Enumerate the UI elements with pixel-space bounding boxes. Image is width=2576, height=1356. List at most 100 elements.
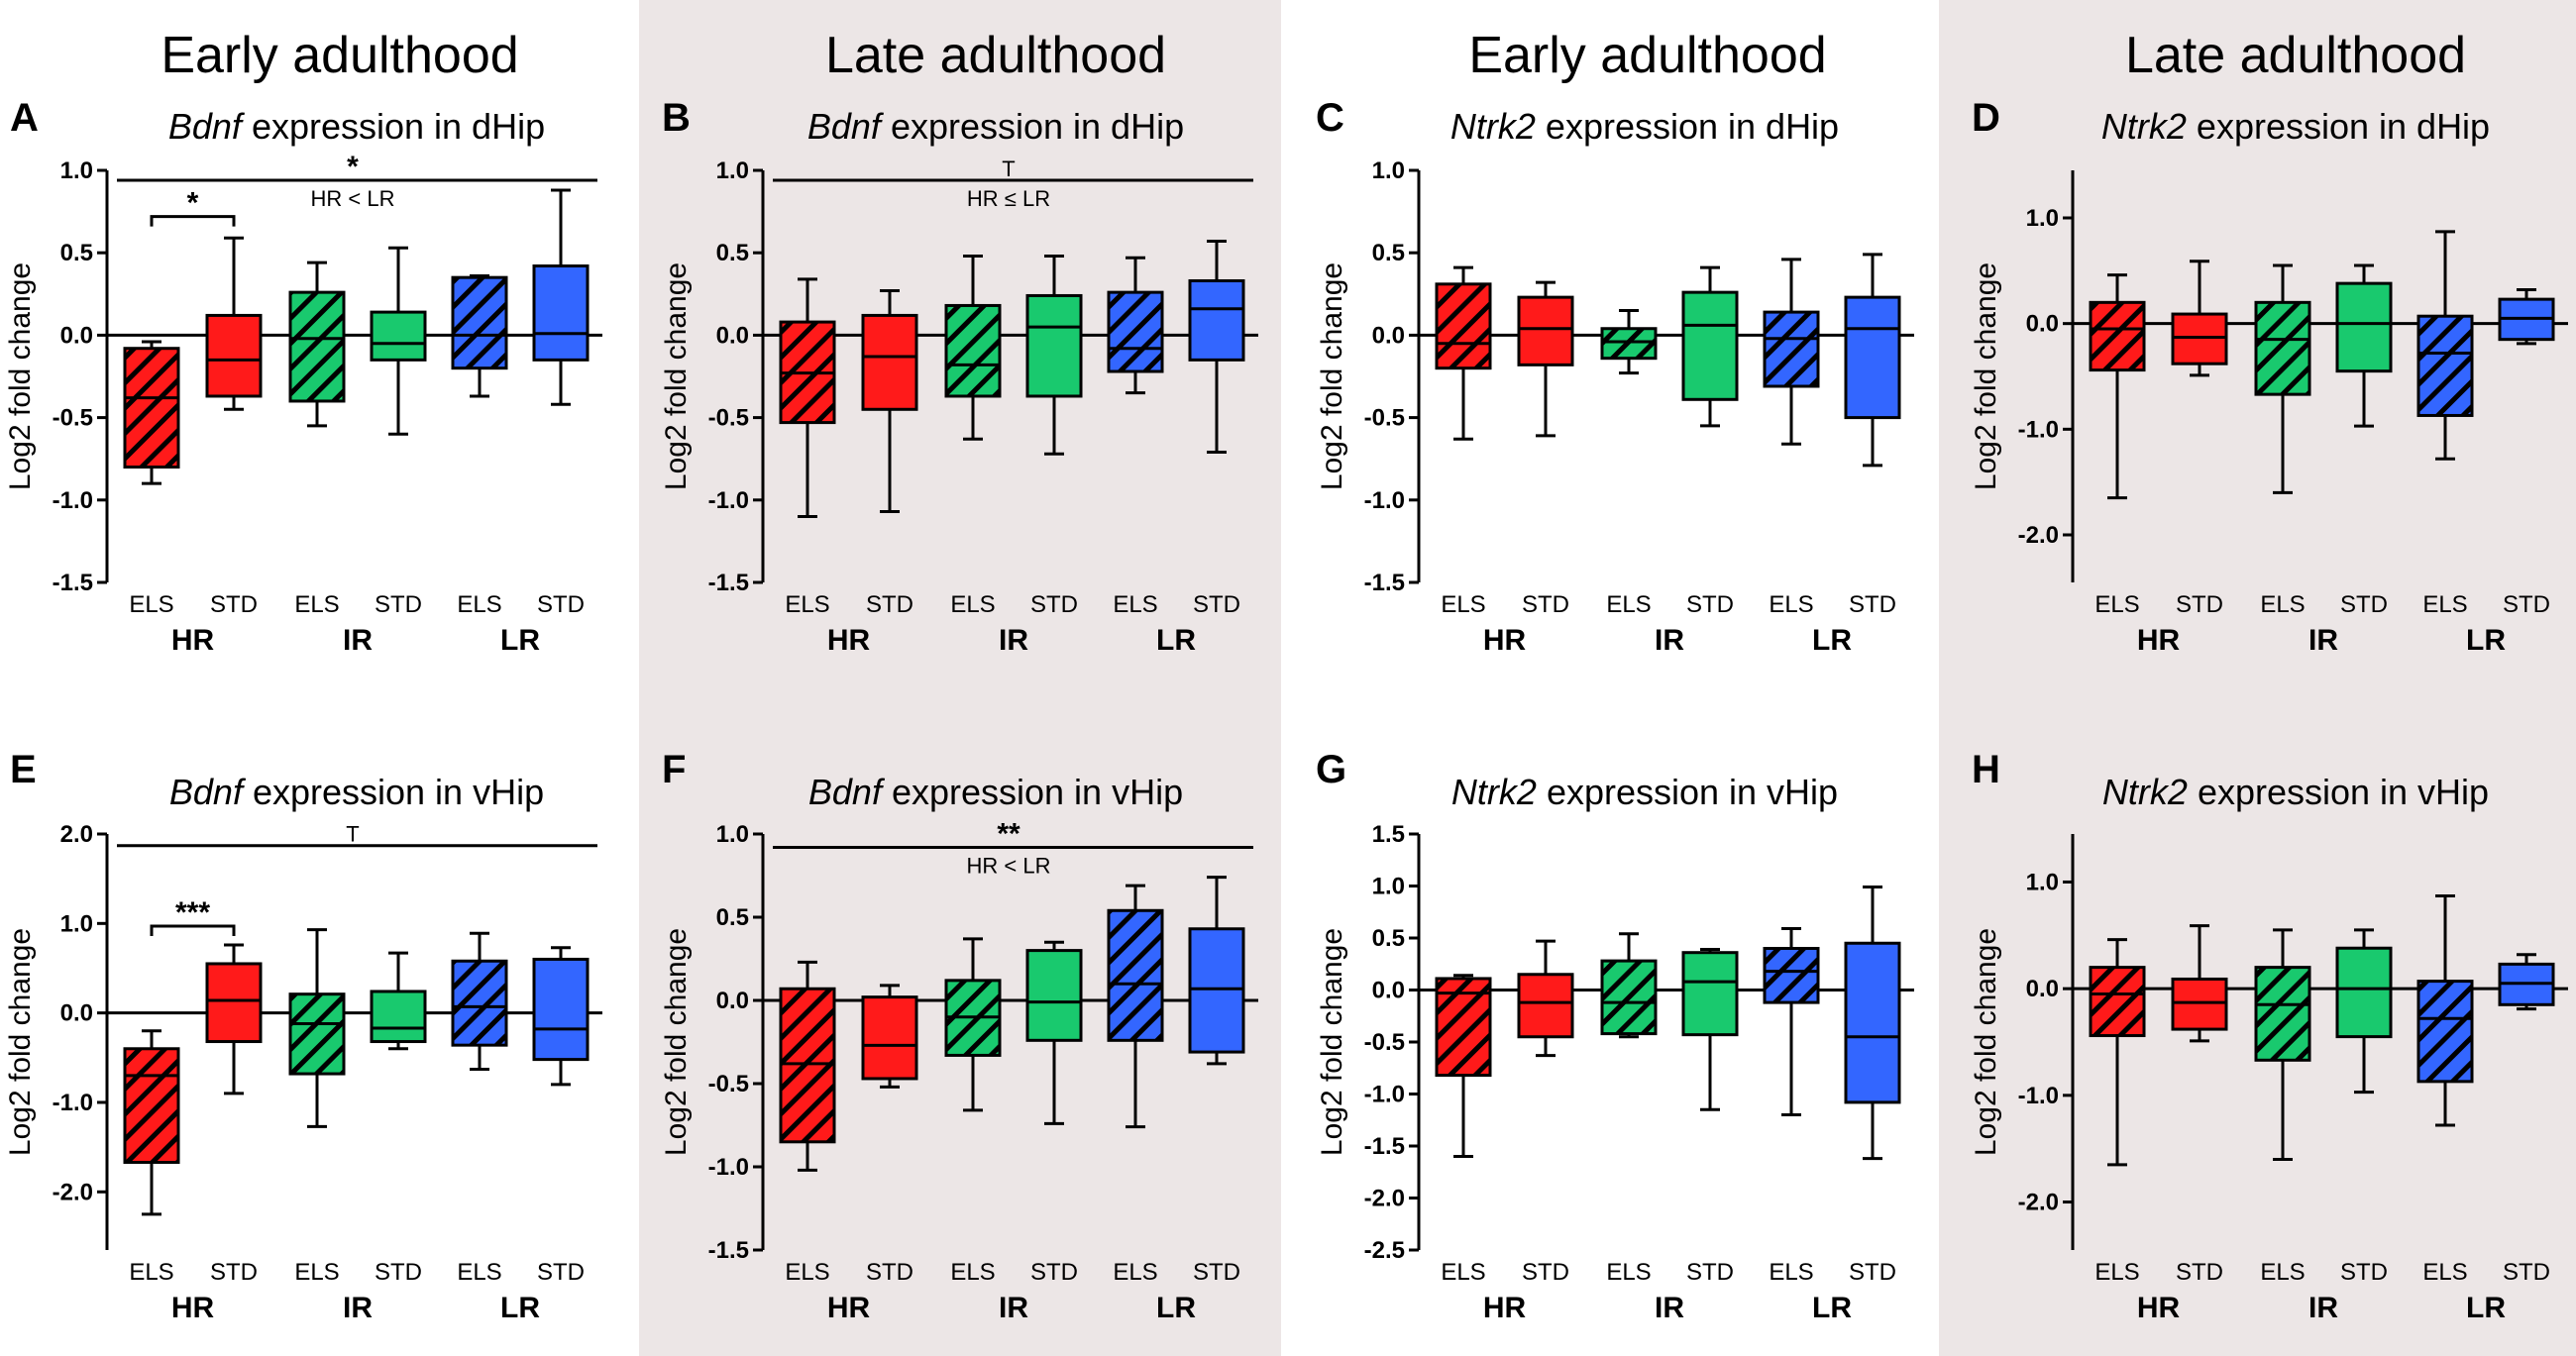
y-tick-label: -1.0 (53, 487, 93, 514)
sig-note: HR < LR (311, 186, 395, 211)
group-label: LR (1812, 624, 1852, 657)
y-tick-label: 1.0 (716, 821, 749, 848)
y-tick-label: -1.0 (1364, 487, 1405, 514)
panel-e: E Bdnf expression in vHip 2.0 1.0 0.0 -1.0 -2.… (4, 748, 602, 1324)
box-hatch (125, 1048, 178, 1163)
box-hr-std (205, 236, 263, 411)
box-outline (2171, 312, 2228, 365)
y-tick-label: -1.0 (2018, 416, 2059, 443)
group-label: HR (827, 624, 871, 657)
box-hr-els (779, 277, 836, 518)
group-label: HR (171, 1292, 215, 1324)
box-hatch (1109, 292, 1162, 372)
header-col-1: Early adulthood (161, 27, 518, 84)
y-tick-label: 0.5 (716, 240, 749, 266)
box-outline (1517, 295, 1574, 366)
box-outline (288, 290, 346, 403)
y-axis-label: Log2 fold change (1316, 928, 1348, 1156)
x-tick-label: STD (537, 591, 585, 618)
y-tick-label: 0.5 (1372, 240, 1405, 266)
box-hatch (1437, 978, 1490, 1076)
x-tick-label: STD (210, 1259, 258, 1286)
box-hatch (781, 989, 834, 1142)
x-tick-label: STD (1030, 591, 1078, 618)
title-rest: expression in vHip (2188, 772, 2489, 812)
x-tick-label: STD (537, 1259, 585, 1286)
panel-letter: B (662, 96, 691, 140)
y-axis-label: Log2 fold change (1970, 928, 2002, 1156)
group-label: IR (343, 624, 373, 657)
group-label: HR (1483, 1292, 1527, 1324)
header-col-3: Early adulthood (1468, 27, 1826, 84)
box-lr-els (451, 931, 508, 1072)
group-label: HR (2137, 624, 2181, 657)
box-ir-std (1025, 940, 1083, 1125)
box-fill (1683, 952, 1737, 1035)
y-tick-label: -0.5 (708, 405, 749, 432)
box-hatch (2418, 981, 2472, 1082)
box-ir-std (1681, 265, 1739, 428)
sig-marker: T (1002, 156, 1015, 181)
y-tick-label: 0.0 (2026, 311, 2059, 338)
box-outline (205, 962, 263, 1044)
box-hr-els (779, 960, 836, 1172)
y-tick-label: 0.0 (1372, 322, 1405, 349)
x-tick-label: ELS (1606, 1259, 1651, 1286)
box-hatch (290, 993, 344, 1075)
group-label: HR (1483, 624, 1527, 657)
box-hr-std (2171, 260, 2228, 377)
box-hr-std (205, 943, 263, 1095)
gene-name: Ntrk2 (1450, 106, 1536, 147)
x-tick-label: STD (1193, 591, 1240, 618)
x-tick-label: STD (210, 591, 258, 618)
box-hatch (2091, 302, 2144, 370)
box-outline (2089, 966, 2146, 1038)
box-hr-std (1517, 280, 1574, 438)
box-outline (451, 959, 508, 1047)
box-hr-els (1435, 974, 1492, 1158)
group-label: IR (999, 624, 1028, 657)
box-fill (1519, 974, 1572, 1037)
box-outline (2416, 314, 2474, 417)
y-axis-label: Log2 fold change (4, 928, 37, 1156)
box-outline (861, 995, 918, 1081)
group-label: IR (1655, 624, 1684, 657)
y-tick-label: 0.5 (60, 240, 93, 266)
box-outline (1188, 927, 1245, 1054)
y-axis-label: Log2 fold change (4, 262, 37, 490)
box-lr-els (1107, 884, 1164, 1129)
y-tick-label: -2.0 (2018, 1190, 2059, 1216)
group-label: HR (827, 1292, 871, 1324)
box-hatch (1765, 948, 1818, 1003)
title-rest: expression in vHip (1537, 772, 1838, 812)
box-lr-els (1107, 256, 1164, 395)
title-rest: expression in dHip (2187, 106, 2490, 147)
panel-d: D Ntrk2 expression in dHip 1.0 0.0 -1.0 -2.0 L… (1970, 96, 2568, 657)
panel-title: Bdnf expression in vHip (808, 772, 1183, 812)
box-fill (1190, 280, 1243, 361)
group-label: IR (2308, 624, 2338, 657)
box-outline (370, 990, 427, 1044)
y-tick-label: -2.0 (53, 1179, 93, 1205)
y-tick-label: 1.0 (2026, 869, 2059, 895)
box-outline (1188, 278, 1245, 362)
group-label: LR (1812, 1292, 1852, 1324)
box-lr-els (2416, 230, 2474, 461)
x-tick-label: STD (1522, 1259, 1569, 1286)
gene-name: Ntrk2 (2101, 106, 2187, 147)
y-tick-label: 0.0 (60, 322, 93, 349)
y-tick-label: -2.0 (1364, 1186, 1405, 1212)
box-outline (1763, 947, 1820, 1004)
group-label: LR (500, 624, 540, 657)
panel-title: Ntrk2 expression in dHip (2101, 106, 2490, 147)
box-outline (1844, 941, 1901, 1104)
header-col-4: Late adulthood (2125, 27, 2466, 84)
title-rest: expression in dHip (242, 106, 545, 147)
box-lr-std (532, 188, 590, 406)
group-label: IR (1655, 1292, 1684, 1324)
box-outline (1025, 293, 1083, 398)
panel-b: B Bdnf expression in dHip 1.0 0.5 0.0 -0.5 -1.… (660, 96, 1258, 657)
box-fill (2337, 283, 2391, 371)
box-hr-els (1435, 265, 1492, 441)
box-ir-std (1681, 948, 1739, 1111)
